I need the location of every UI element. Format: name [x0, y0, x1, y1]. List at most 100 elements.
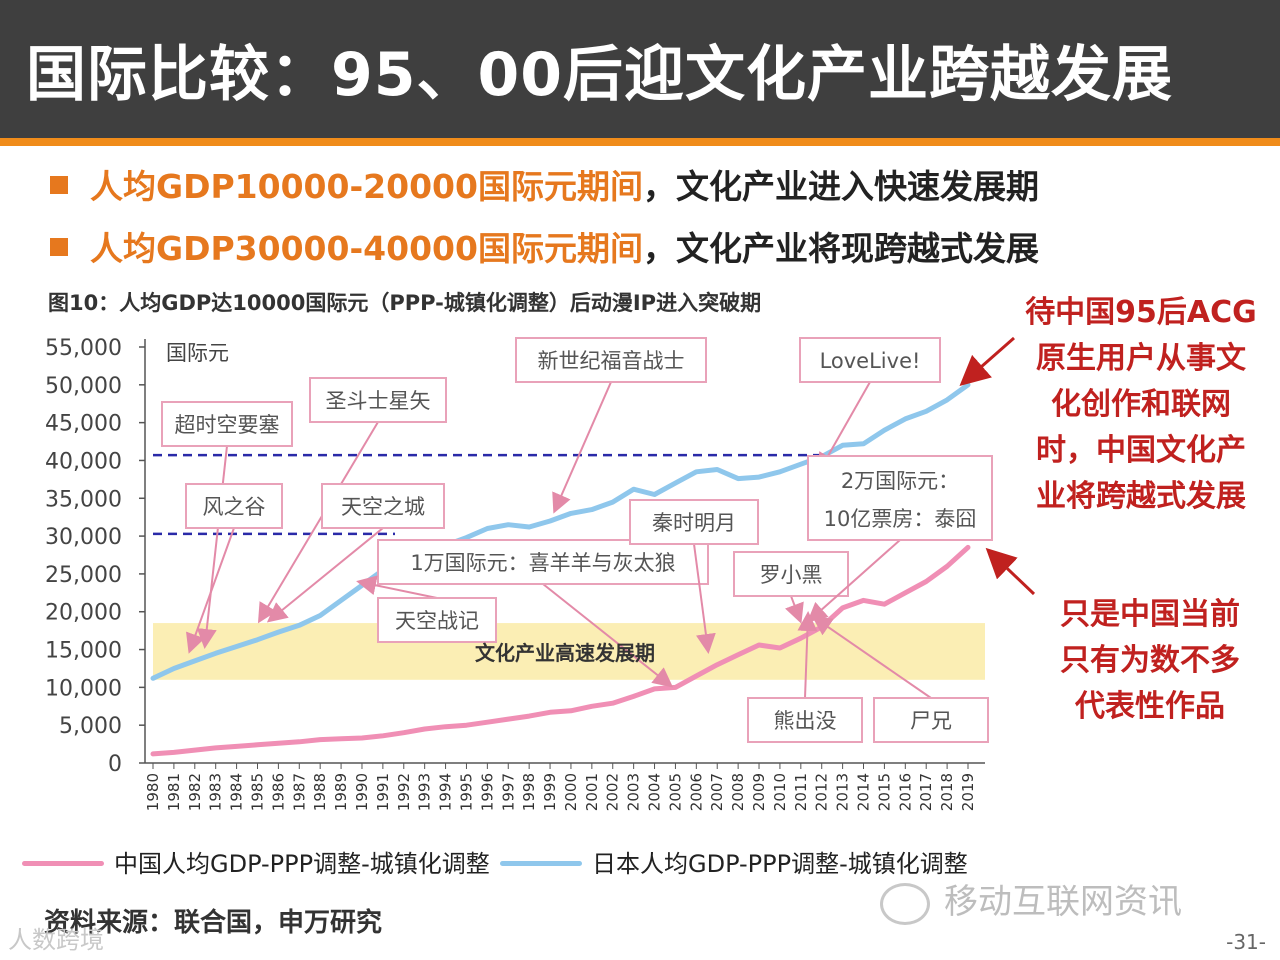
- callout-arrow: [186, 527, 235, 654]
- callout-box: [747, 697, 863, 743]
- x-tick-label: 2010: [771, 773, 789, 811]
- x-tick-label: 1994: [437, 773, 455, 811]
- legend-china: 中国人均GDP-PPP调整-城镇化调整: [22, 844, 490, 879]
- x-tick-label: 1991: [374, 773, 392, 811]
- y-tick-label: 5,000: [59, 714, 122, 739]
- callout-label: 风之谷: [203, 495, 266, 519]
- y-tick-label: 50,000: [45, 374, 122, 399]
- china-point: [673, 685, 677, 689]
- china-point: [172, 750, 176, 754]
- bullet-1-text: ，文化产业进入快速发展期: [642, 167, 1039, 206]
- x-tick-label: 2017: [917, 773, 935, 811]
- japan-point: [673, 481, 677, 485]
- china-point: [318, 738, 322, 742]
- japan-gdp-line: [150, 382, 971, 681]
- china-point: [276, 741, 280, 745]
- side-note-top-arrow: [959, 336, 1015, 386]
- x-tick-label: 2016: [896, 773, 914, 811]
- x-tick-label: 1982: [186, 773, 204, 811]
- japan-point: [882, 428, 886, 432]
- x-tick-label: 2014: [855, 773, 873, 811]
- x-tick-label: 2004: [646, 773, 664, 811]
- china-point: [235, 744, 239, 748]
- high-growth-band: [153, 623, 985, 680]
- watermark-right-text: 移动互联网资讯: [944, 882, 1182, 922]
- china-point: [903, 591, 907, 595]
- callout-arrow: [356, 575, 438, 599]
- japan-point: [757, 475, 761, 479]
- x-tick-label: 1981: [165, 773, 183, 811]
- japan-point: [778, 470, 782, 474]
- japan-point: [506, 523, 510, 527]
- y-tick-label: 30,000: [45, 525, 122, 550]
- x-tick-label: 1980: [144, 773, 162, 811]
- x-tick-label: 2013: [834, 773, 852, 811]
- x-tick-label: 1988: [311, 773, 329, 811]
- china-point: [694, 674, 698, 678]
- japan-point: [276, 630, 280, 634]
- x-tick-label: 2018: [938, 773, 956, 811]
- x-tick-label: 1987: [290, 773, 308, 811]
- japan-point: [590, 508, 594, 512]
- callout-label: 2万国际元：: [841, 469, 959, 493]
- x-tick-label: 2009: [750, 773, 768, 811]
- china-point: [255, 743, 259, 747]
- bullet-2-text: ，文化产业将现跨越式发展: [642, 229, 1039, 268]
- callout-arrow: [542, 583, 674, 688]
- x-tick-label: 1995: [457, 773, 475, 811]
- callout-box: [377, 597, 497, 643]
- legend-china-label: 中国人均GDP-PPP调整-城镇化调整: [114, 850, 490, 878]
- title-underline: [0, 138, 1280, 146]
- callout-arrow: [797, 611, 818, 699]
- title-banner: [0, 0, 1280, 138]
- japan-point: [318, 614, 322, 618]
- y-tick-label: 35,000: [45, 487, 122, 512]
- callout-box: [185, 483, 283, 529]
- page-number: -31-: [1226, 930, 1266, 954]
- callout-box: [161, 401, 293, 447]
- china-point: [862, 598, 866, 602]
- callout-box: [321, 483, 445, 529]
- china-point: [569, 709, 573, 713]
- callout-label: 秦时明月: [652, 511, 736, 535]
- china-point: [402, 731, 406, 735]
- x-tick-label: 1996: [478, 773, 496, 811]
- callout-arrow: [266, 527, 384, 623]
- side-note-line: 只有为数不多: [1060, 643, 1240, 678]
- japan-point: [485, 527, 489, 531]
- china-point: [715, 663, 719, 667]
- china-point: [736, 653, 740, 657]
- japan-point: [945, 398, 949, 402]
- china-point: [590, 704, 594, 708]
- china-point: [214, 746, 218, 750]
- callout-label: 熊出没: [774, 709, 837, 733]
- side-note-line: 时，中国文化产: [1036, 433, 1246, 468]
- bullet-square-icon: [50, 237, 68, 256]
- x-tick-label: 1993: [416, 773, 434, 811]
- x-tick-label: 1999: [541, 773, 559, 811]
- callout-box: [807, 455, 993, 541]
- callout-box: [799, 337, 941, 383]
- x-tick-label: 2011: [792, 773, 810, 811]
- side-note-line: 代表性作品: [1075, 689, 1225, 724]
- side-note-line: 业将跨越式发展: [1036, 479, 1246, 514]
- bullet-1-highlight: 人均GDP10000-20000国际元期间: [90, 167, 643, 206]
- callout-box: [733, 551, 849, 597]
- china-point: [882, 602, 886, 606]
- legend-japan: 日本人均GDP-PPP调整-城镇化调整: [500, 844, 968, 879]
- japan-point: [862, 442, 866, 446]
- japan-point: [903, 417, 907, 421]
- source-note: 资料来源：联合国，申万研究: [44, 908, 383, 938]
- callout-box: [629, 499, 759, 545]
- y-tick-label: 10,000: [45, 676, 122, 701]
- china-point: [924, 579, 928, 583]
- x-tick-label: 2000: [562, 773, 580, 811]
- x-tick-label: 2007: [708, 773, 726, 811]
- watermark-left: 人数跨境: [8, 926, 104, 954]
- legend-japan-label: 日本人均GDP-PPP调整-城镇化调整: [592, 850, 968, 878]
- china-point: [966, 545, 970, 549]
- y-tick-label: 20,000: [45, 601, 122, 626]
- x-tick-label: 2012: [813, 773, 831, 811]
- side-note-line: 待中国95后ACG: [1025, 295, 1257, 330]
- japan-point: [464, 536, 468, 540]
